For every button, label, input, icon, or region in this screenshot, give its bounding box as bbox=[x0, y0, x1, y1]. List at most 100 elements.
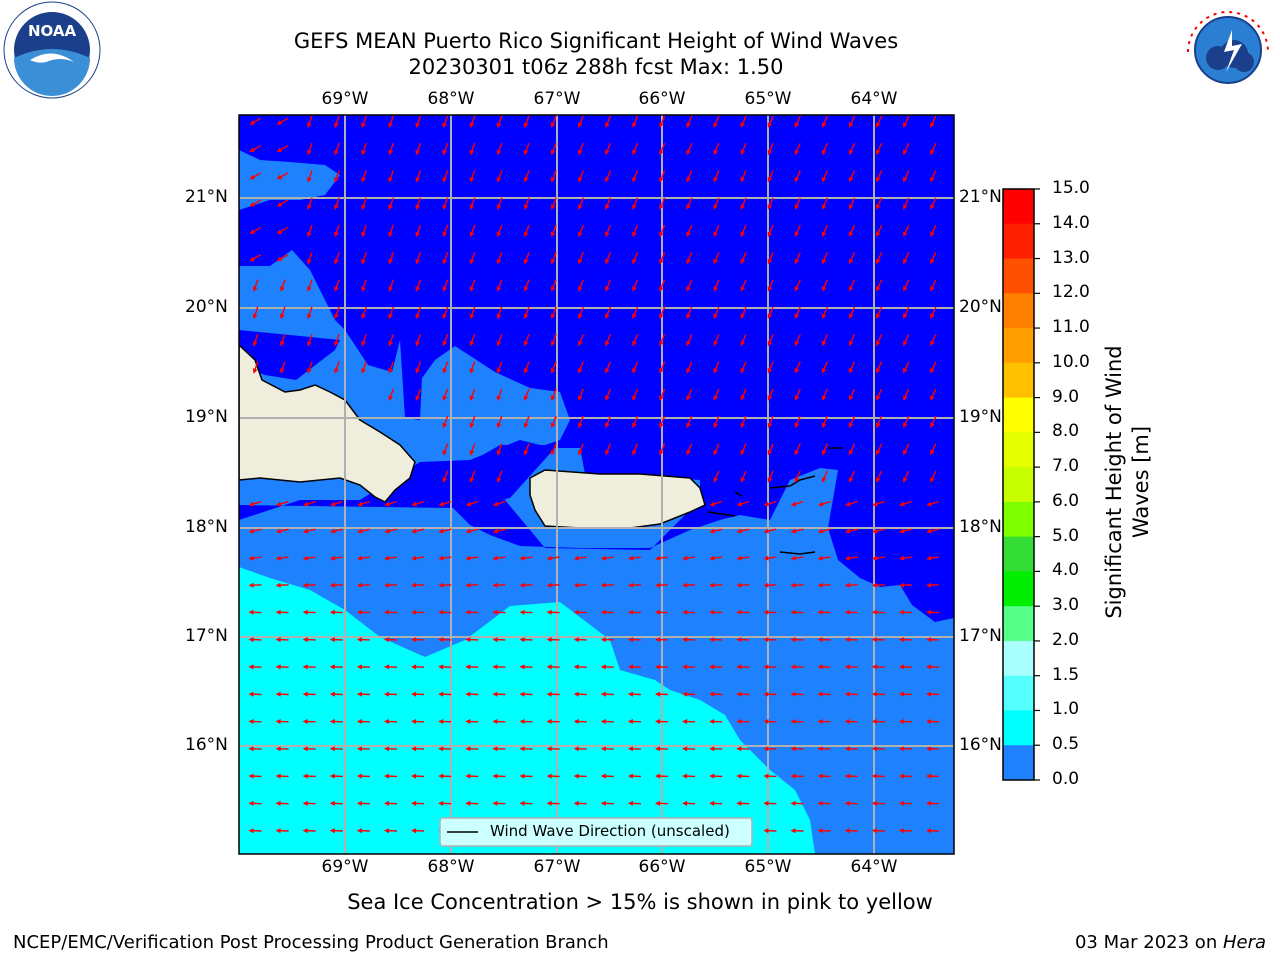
wave-arrow-head bbox=[307, 149, 312, 156]
wave-arrow-head bbox=[709, 609, 715, 615]
wave-arrow-head bbox=[519, 800, 525, 806]
wave-arrow-head bbox=[686, 313, 691, 320]
wave-arrow-head bbox=[817, 828, 823, 834]
wave-arrow-head bbox=[307, 368, 312, 374]
wave-arrow-head bbox=[930, 258, 935, 265]
lon-label-top: 64°W bbox=[850, 89, 898, 109]
wave-arrow-head bbox=[573, 555, 580, 561]
wave-arrow-head bbox=[469, 313, 475, 320]
wave-arrow-head bbox=[577, 395, 583, 401]
wave-arrow-head bbox=[632, 122, 637, 128]
wave-arrow-head bbox=[302, 555, 309, 561]
wave-arrow-head bbox=[334, 231, 339, 238]
wave-arrow-head bbox=[605, 122, 610, 128]
wave-arrow-head bbox=[279, 368, 285, 374]
colorbar-tick-label: 2.0 bbox=[1052, 629, 1080, 650]
wave-arrow-head bbox=[519, 582, 525, 588]
wave-arrow-head bbox=[469, 231, 475, 238]
wave-arrow-head bbox=[496, 450, 502, 456]
wave-arrow-head bbox=[329, 746, 335, 752]
wave-arrow-head bbox=[411, 773, 417, 779]
wave-arrow-head bbox=[302, 609, 308, 615]
wave-arrow-head bbox=[709, 773, 715, 779]
colorbar bbox=[1002, 188, 1040, 781]
colorbar-tick-label: 1.5 bbox=[1052, 664, 1080, 685]
wave-arrow-head bbox=[713, 286, 719, 292]
wave-arrow-head bbox=[248, 828, 254, 834]
wave-arrow-head bbox=[655, 555, 661, 561]
wave-arrow-head bbox=[275, 719, 281, 725]
wave-arrow-head bbox=[794, 395, 800, 401]
wave-arrow-head bbox=[875, 149, 881, 156]
wave-arrow-head bbox=[275, 746, 281, 752]
wave-arrow-head bbox=[740, 258, 746, 265]
wave-arrow-head bbox=[845, 501, 851, 507]
wave-arrow-head bbox=[465, 719, 471, 725]
wave-arrow-head bbox=[632, 313, 637, 320]
wave-arrow-head bbox=[388, 149, 393, 156]
wave-arrow-head bbox=[736, 664, 742, 670]
wave-arrow-head bbox=[875, 395, 881, 401]
wave-arrow-head bbox=[550, 204, 556, 210]
wave-arrow-head bbox=[329, 637, 335, 643]
wave-arrow-head bbox=[930, 313, 935, 319]
wave-arrow-head bbox=[442, 368, 448, 374]
wave-arrow-head bbox=[605, 449, 610, 456]
wave-arrow-head bbox=[496, 368, 502, 374]
wave-arrow-head bbox=[817, 800, 823, 806]
wave-arrow-head bbox=[465, 609, 471, 615]
sea-ice-note: Sea Ice Concentration > 15% is shown in … bbox=[347, 890, 933, 914]
wave-arrow-head bbox=[465, 501, 472, 507]
wave-arrow-head bbox=[903, 258, 908, 265]
wave-arrow-head bbox=[627, 773, 633, 779]
lon-label-bottom: 65°W bbox=[744, 857, 792, 877]
wave-arrow-head bbox=[903, 422, 908, 429]
wave-arrow-head bbox=[275, 664, 281, 670]
wave-arrow-head bbox=[356, 828, 362, 834]
wave-arrow-head bbox=[523, 450, 529, 456]
wave-arrow-head bbox=[356, 773, 362, 779]
wave-arrow-head bbox=[627, 609, 633, 615]
wave-arrow-head bbox=[709, 800, 715, 806]
lon-label-bottom: 66°W bbox=[638, 857, 686, 877]
wave-arrow-head bbox=[713, 422, 719, 429]
wave-arrow-head bbox=[767, 422, 773, 429]
wave-arrow-head bbox=[442, 177, 448, 183]
wave-arrow-head bbox=[817, 637, 823, 643]
wave-arrow-head bbox=[790, 664, 796, 670]
wave-arrow-head bbox=[438, 719, 444, 725]
wave-arrow-head bbox=[899, 501, 905, 507]
colorbar-segment bbox=[1003, 606, 1034, 642]
wave-arrow-head bbox=[627, 582, 634, 588]
wave-arrow-head bbox=[817, 609, 823, 615]
wave-arrow-head bbox=[903, 149, 908, 156]
wave-arrow-head bbox=[361, 122, 366, 129]
wave-arrow-head bbox=[763, 609, 769, 615]
noaa-logo: NOAA bbox=[0, 0, 104, 104]
colorbar-tick-label: 13.0 bbox=[1052, 247, 1090, 268]
wave-arrow-head bbox=[249, 147, 256, 153]
wave-arrow-head bbox=[686, 340, 691, 347]
wave-arrow-head bbox=[844, 555, 851, 561]
wave-arrow-head bbox=[794, 286, 800, 292]
wave-arrow-head bbox=[550, 258, 556, 265]
colorbar-segment bbox=[1003, 397, 1034, 433]
wave-arrow-head bbox=[388, 313, 393, 320]
wave-arrow-head bbox=[388, 122, 393, 129]
wave-arrow-head bbox=[767, 367, 773, 374]
wave-arrow-head bbox=[384, 555, 390, 561]
wave-arrow-head bbox=[550, 313, 556, 320]
wave-arrow-head bbox=[465, 800, 471, 806]
wave-arrow-head bbox=[627, 800, 633, 806]
footer-org: NCEP/EMC/Verification Post Processing Pr… bbox=[13, 932, 609, 953]
wave-arrow-head bbox=[790, 501, 797, 507]
wave-arrow-head bbox=[357, 501, 363, 507]
wave-arrow-head bbox=[926, 501, 932, 507]
wave-arrow-head bbox=[659, 176, 664, 183]
wave-arrow-head bbox=[411, 501, 417, 507]
wave-arrow-head bbox=[492, 664, 498, 670]
wave-arrow-head bbox=[492, 719, 498, 725]
wave-arrow-head bbox=[767, 477, 773, 483]
wave-arrow-head bbox=[307, 122, 312, 129]
wave-arrow-head bbox=[275, 828, 281, 834]
